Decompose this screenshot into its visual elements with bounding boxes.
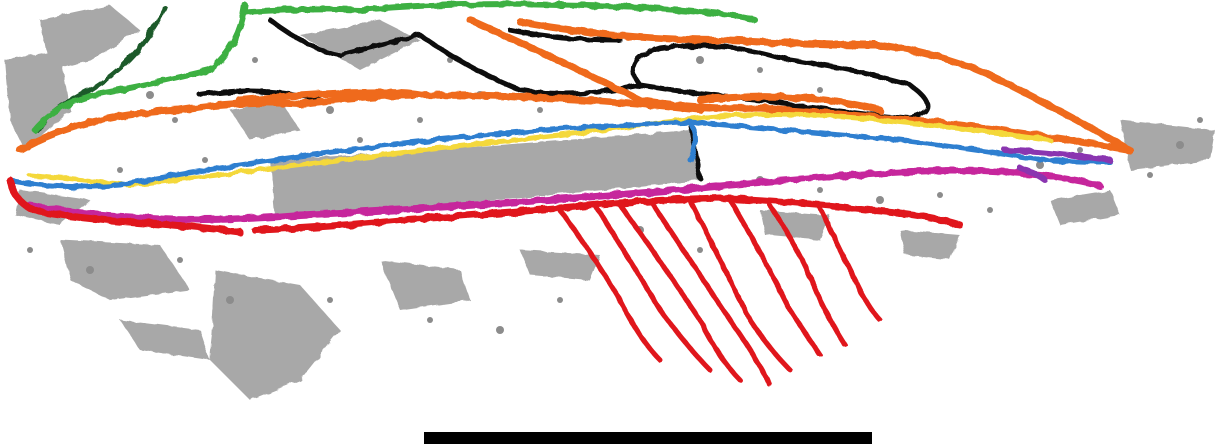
orange-outline [16,16,1134,154]
yellow-outline [27,111,1053,188]
red-outline [6,176,964,236]
scale-bar [424,432,872,444]
purple-outline [1002,147,1113,183]
green-outline [32,1,758,133]
red-rays [557,197,883,388]
matrix-fragments [5,5,1215,400]
magenta-outline [26,167,1104,223]
blue-outline [7,119,1113,190]
black-outline [197,17,930,181]
